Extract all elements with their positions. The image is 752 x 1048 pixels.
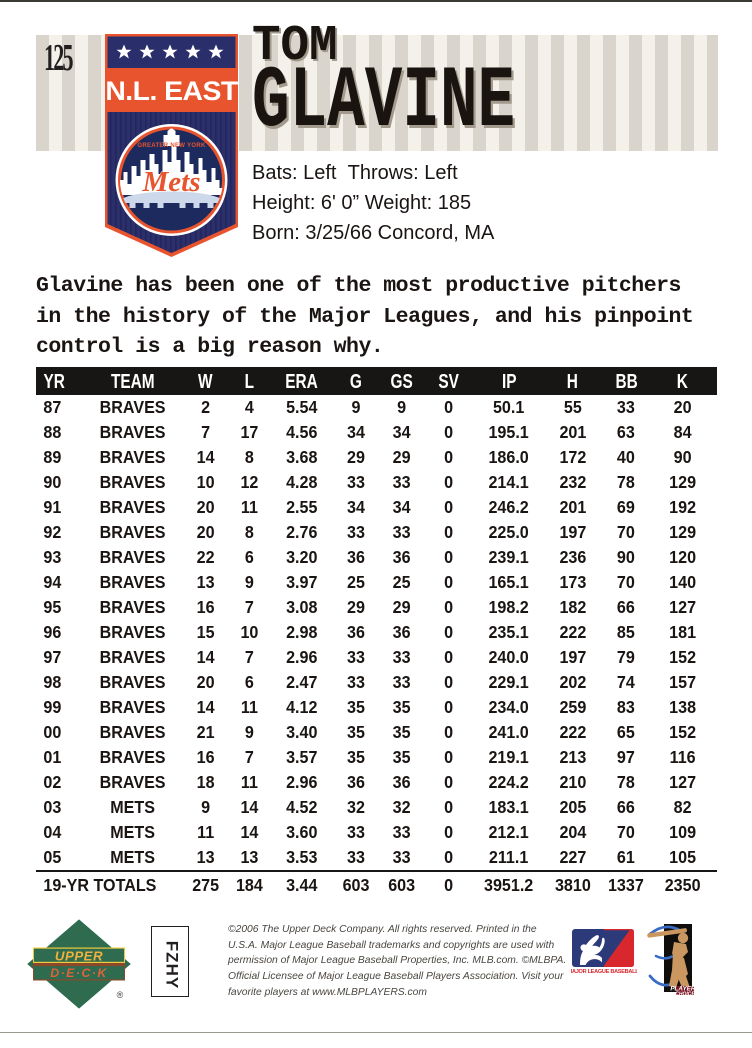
svg-text:®: ®: [117, 990, 124, 1000]
svg-text:GREATER NEW YORK: GREATER NEW YORK: [137, 143, 206, 149]
svg-text:CHOICE: CHOICE: [675, 992, 695, 998]
svg-text:Mets: Mets: [142, 166, 201, 198]
svg-text:UPPER: UPPER: [55, 949, 103, 964]
svg-text:MAJOR LEAGUE BASEBALL: MAJOR LEAGUE BASEBALL: [571, 969, 637, 975]
svg-text:N.L. EAST: N.L. EAST: [105, 76, 238, 106]
svg-text:D·E·C·K: D·E·C·K: [50, 966, 108, 980]
